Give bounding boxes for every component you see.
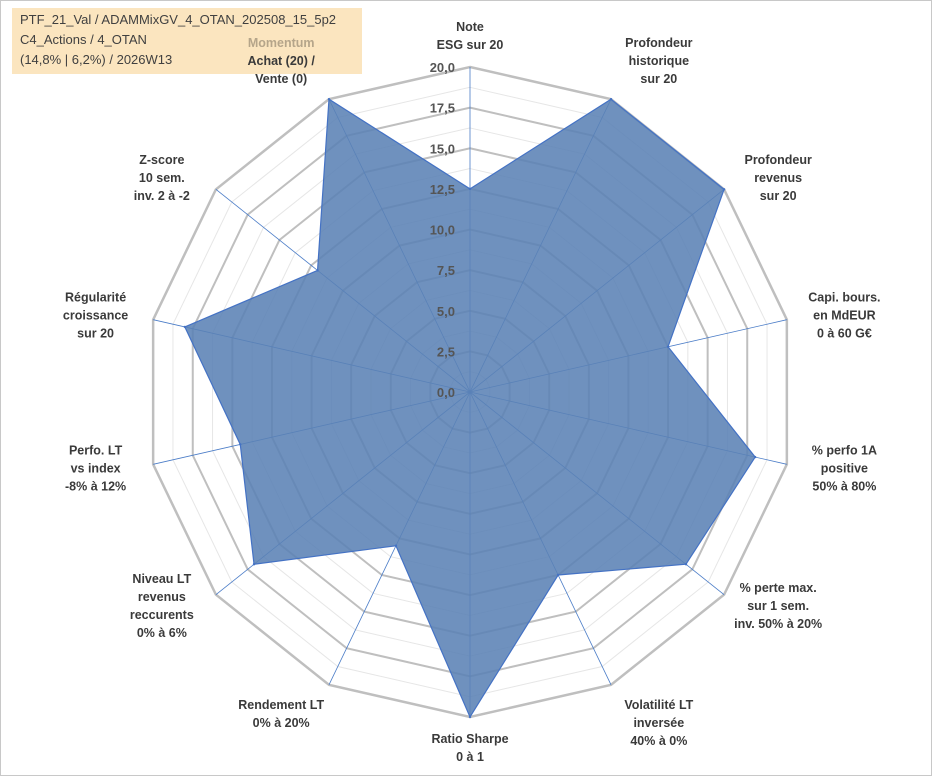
radar-data-point: [468, 715, 472, 719]
radar-data-point: [468, 187, 472, 191]
radar-axis-label: Vente (0): [255, 72, 307, 86]
radar-axis-label: Rendement LT: [238, 698, 324, 712]
radar-axis-label: Ratio Sharpe: [431, 732, 508, 746]
radar-tick-label: 7,5: [437, 263, 455, 278]
radar-axis-label: Achat (20) /: [247, 54, 315, 68]
radar-data-point: [183, 325, 187, 329]
chart-title-line-1: PTF_21_Val / ADAMMixGV_4_OTAN_202508_15_…: [20, 12, 337, 27]
radar-axis-label: inv. 2 à -2: [134, 189, 190, 203]
radar-axis-label: Volatilité LT: [624, 698, 693, 712]
radar-axis-label: croissance: [63, 309, 128, 323]
radar-axis-label: sur 20: [760, 189, 797, 203]
radar-axis-label: vs index: [71, 461, 121, 475]
radar-axis-label: % perfo 1A: [812, 443, 877, 457]
radar-axis-label: inversée: [633, 716, 684, 730]
radar-data-point: [327, 97, 331, 101]
radar-axis-label: Note: [456, 20, 484, 34]
radar-axis-label: Régularité: [65, 291, 126, 305]
radar-axis-label: reccurents: [130, 608, 194, 622]
radar-axis-label: 10 sem.: [139, 171, 185, 185]
radar-axis-label: 0 à 60 G€: [817, 327, 872, 341]
radar-data-point: [316, 269, 319, 272]
radar-axis-label: Profondeur: [744, 153, 811, 167]
radar-data-point: [239, 443, 242, 446]
radar-axis-label: ESG sur 20: [437, 38, 504, 52]
radar-axis-label: Niveau LT: [132, 572, 191, 586]
radar-axis-label: 50% à 80%: [812, 479, 876, 493]
radar-data-point: [753, 455, 757, 459]
radar-axis-label: 0% à 20%: [253, 716, 310, 730]
radar-data-point: [684, 563, 688, 566]
radar-axis-label: en MdEUR: [813, 309, 876, 323]
chart-title-line-3: (14,8% | 6,2%) / 2026W13: [20, 52, 173, 67]
radar-data-point: [722, 188, 726, 191]
radar-axis-label: -8% à 12%: [65, 479, 126, 493]
radar-tick-label: 0,0: [437, 385, 455, 400]
chart-title-line-2: C4_Actions / 4_OTAN: [20, 32, 147, 47]
radar-axis-label: sur 20: [640, 72, 677, 86]
radar-axis-label: inv. 50% à 20%: [734, 617, 822, 631]
radar-tick-label: 20,0: [430, 60, 455, 75]
radar-axis-label: sur 1 sem.: [747, 599, 809, 613]
radar-axis-label: sur 20: [77, 327, 114, 341]
radar-tick-label: 12,5: [430, 182, 455, 197]
radar-data-point: [394, 544, 398, 547]
radar-tick-label: 2,5: [437, 344, 455, 359]
radar-axis-label: positive: [821, 461, 868, 475]
radar-data-point: [666, 345, 670, 349]
radar-data-point: [252, 563, 256, 566]
radar-axis-label: % perte max.: [740, 581, 817, 595]
radar-data-point: [609, 97, 613, 101]
chart-title-box: PTF_21_Val / ADAMMixGV_4_OTAN_202508_15_…: [12, 8, 362, 74]
radar-axis-label: Perfo. LT: [69, 443, 123, 457]
radar-tick-label: 15,0: [430, 141, 455, 156]
radar-axis-label: 40% à 0%: [630, 734, 687, 748]
radar-axis-label: Profondeur: [625, 36, 692, 50]
radar-axis-label: revenus: [754, 171, 802, 185]
radar-axis-label: 0% à 6%: [137, 626, 187, 640]
radar-axis-header: Momentum: [248, 36, 315, 50]
radar-series-area: [184, 98, 756, 719]
radar-tick-label: 17,5: [430, 101, 455, 116]
radar-axis-label: Z-score: [139, 153, 184, 167]
radar-axis-label: 0 à 1: [456, 750, 484, 764]
radar-axis-label: Capi. bours.: [808, 291, 880, 305]
radar-axis-label: revenus: [138, 590, 186, 604]
radar-axis-label: historique: [629, 54, 689, 68]
radar-tick-label: 5,0: [437, 304, 455, 319]
radar-tick-label: 10,0: [430, 223, 455, 238]
radar-data-point: [556, 573, 560, 577]
